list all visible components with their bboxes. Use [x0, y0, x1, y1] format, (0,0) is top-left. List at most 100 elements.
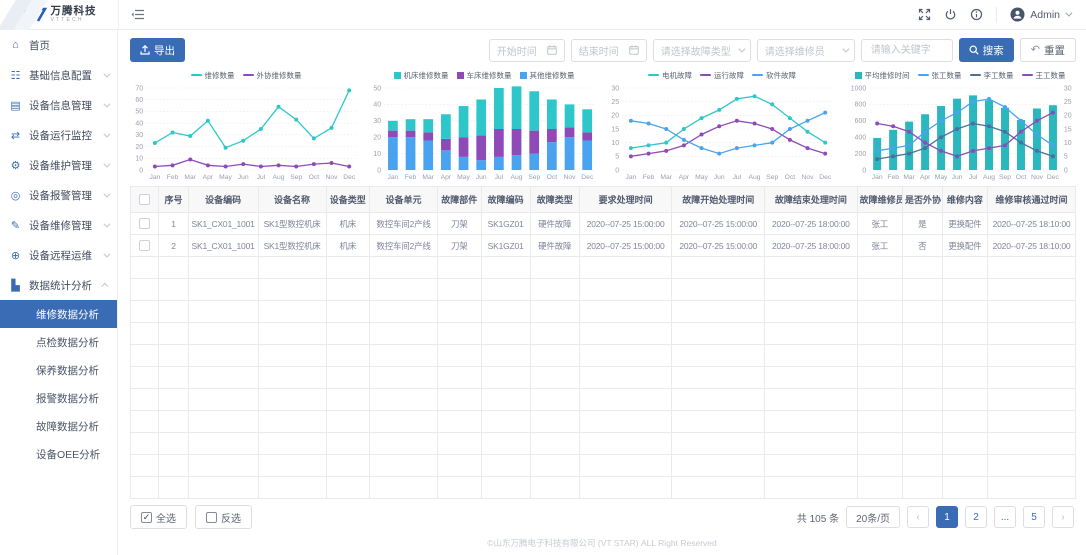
remote-icon: ⊕	[10, 249, 21, 262]
table-row: 2 SK1_CX01_1001 SK1型数控机床 机床 数控车间2产线 刀架 SK1GZ01…	[129, 234, 1076, 257]
sidebar-item-device-monitor[interactable]: ⇄ 设备运行监控	[0, 120, 117, 150]
logo: 万腾科技 VTTECH	[0, 0, 118, 30]
empty-cell	[901, 322, 943, 345]
table-header-cell: 故障结束处理时间	[764, 186, 858, 213]
empty-cell	[437, 388, 482, 411]
sidebar-item-basic-config[interactable]: ☷ 基础信息配置	[0, 60, 117, 90]
svg-text:May: May	[935, 174, 948, 181]
export-button[interactable]: 导出	[130, 38, 185, 62]
table-cell: 硬件故障	[529, 234, 580, 257]
empty-cell	[856, 322, 903, 345]
legend-item[interactable]: 张工数量	[917, 70, 962, 81]
svg-text:Sep: Sep	[528, 174, 540, 181]
empty-cell	[437, 344, 482, 367]
placeholder-text: 结束时间	[578, 46, 619, 58]
empty-cell	[764, 366, 858, 389]
sidebar-item-device-repair[interactable]: ✎ 设备维修管理	[0, 210, 117, 240]
empty-cell	[856, 366, 903, 389]
svg-text:25: 25	[1064, 99, 1072, 106]
sidebar-item-home[interactable]: ⌂ 首页	[0, 30, 117, 60]
empty-cell	[901, 278, 943, 301]
sidebar-item-fault-analysis[interactable]: 故障数据分析	[0, 412, 117, 440]
legend-item[interactable]: 平均维修时间	[854, 70, 910, 81]
sidebar-item-device-info[interactable]: ▤ 设备信息管理	[0, 90, 117, 120]
legend-item[interactable]: 电机故障	[648, 70, 692, 81]
repairman-select[interactable]: 请选择维修员	[756, 38, 855, 62]
keyword-input[interactable]	[868, 43, 945, 57]
chart-canvas: 0 200 400 600 800 1000 0 5 10 15 20 25 30 Jan Feb Mar Ap…	[851, 85, 1072, 181]
legend-swatch	[393, 71, 401, 79]
page-button-1[interactable]: 1	[936, 506, 958, 528]
search-button[interactable]: 搜索	[958, 38, 1014, 62]
legend-item[interactable]: 软件故障	[752, 70, 796, 81]
empty-cell	[671, 256, 766, 279]
fullscreen-icon[interactable]	[918, 8, 931, 21]
next-page-button[interactable]: ›	[1052, 506, 1074, 528]
empty-cell	[369, 432, 439, 455]
legend-item[interactable]: 李工数量	[969, 70, 1014, 81]
collapse-sidebar-button[interactable]	[131, 9, 145, 20]
svg-text:Dec: Dec	[819, 174, 832, 181]
sidebar-item-repair-analysis[interactable]: 维修数据分析	[0, 300, 117, 328]
table-header-cell: 设备名称	[257, 186, 327, 213]
power-icon[interactable]	[944, 8, 957, 21]
empty-cell	[158, 322, 189, 345]
svg-text:30: 30	[135, 132, 143, 139]
row-checkbox[interactable]	[139, 240, 151, 252]
empty-cell	[158, 454, 189, 477]
empty-cell	[187, 388, 259, 411]
empty-cell	[764, 476, 858, 499]
row-checkbox[interactable]	[139, 218, 151, 230]
legend-item[interactable]: 外协维修数量	[242, 70, 302, 81]
sidebar-item-upkeep-analysis[interactable]: 保养数据分析	[0, 356, 117, 384]
empty-cell	[369, 410, 439, 433]
sidebar-item-inspection-analysis[interactable]: 点检数据分析	[0, 328, 117, 356]
reset-icon: ↶	[1030, 43, 1040, 56]
invert-select-button[interactable]: 反选	[195, 505, 252, 529]
empty-cell	[158, 388, 189, 411]
table-cell: 机床	[325, 212, 371, 235]
legend-item[interactable]: 其他维修数量	[519, 70, 575, 81]
page-size-select[interactable]: 20条/页	[846, 506, 900, 528]
keyword-input[interactable]	[860, 38, 953, 62]
legend-item[interactable]: 车床维修数量	[456, 70, 512, 81]
sidebar-item-label: 设备维修管理	[29, 219, 92, 232]
chart-canvas: 0 5 10 15 20 25 30 Jan Feb Mar Apr May Jun Jul Aug Sep O…	[611, 85, 835, 181]
sidebar-item-oee-analysis[interactable]: 设备OEE分析	[0, 440, 117, 468]
sidebar-subitem-label: 保养数据分析	[36, 364, 99, 377]
legend-item[interactable]: 维修数量	[190, 70, 235, 81]
info-icon[interactable]	[970, 8, 983, 21]
placeholder-text: 开始时间	[496, 46, 537, 58]
start-time-input[interactable]: 开始时间	[488, 38, 565, 62]
prev-page-button[interactable]: ‹	[907, 506, 929, 528]
legend-item[interactable]: 运行故障	[700, 70, 744, 81]
legend-item[interactable]: 王工数量	[1021, 70, 1066, 81]
legend-item[interactable]: 机床维修数量	[393, 70, 449, 81]
user-menu[interactable]: Admin	[1010, 7, 1073, 22]
page-button-2[interactable]: 2	[965, 506, 987, 528]
svg-text:15: 15	[611, 126, 619, 133]
empty-cell	[325, 388, 371, 411]
svg-text:Jul: Jul	[257, 174, 266, 181]
empty-cell	[129, 344, 160, 367]
end-time-input[interactable]: 结束时间	[570, 38, 647, 62]
legend-label: 平均维修时间	[864, 70, 910, 80]
page-button-5[interactable]: 5	[1023, 506, 1045, 528]
select-all-button[interactable]: ✓ 全选	[130, 505, 187, 529]
select-all-rows-checkbox[interactable]	[139, 194, 151, 206]
page-ellipsis-button[interactable]: ...	[994, 506, 1016, 528]
data-table-wrap: 序号 设备编码 设备名称 设备类型 设备单元 故障部件 故障编码 故障类型 要求处理时间 故障开始…	[129, 186, 1076, 499]
sidebar-item-remote-ops[interactable]: ⊕ 设备远程运维	[0, 240, 117, 270]
empty-cell	[325, 454, 371, 477]
sidebar-item-alarm-analysis[interactable]: 报警数据分析	[0, 384, 117, 412]
svg-text:0: 0	[377, 167, 381, 174]
sidebar-item-device-alarm[interactable]: ◎ 设备报警管理	[0, 180, 117, 210]
empty-cell	[480, 454, 531, 477]
empty-cell	[856, 410, 903, 433]
fault-type-select[interactable]: 请选择故障类型	[652, 38, 751, 62]
sidebar-item-device-maintenance[interactable]: ⚙ 设备维护管理	[0, 150, 117, 180]
calendar-icon	[546, 45, 557, 55]
empty-cell	[764, 432, 858, 455]
reset-button[interactable]: ↶ 重置	[1019, 38, 1076, 62]
sidebar-item-data-stats[interactable]: ▙ 数据统计分析	[0, 270, 117, 300]
